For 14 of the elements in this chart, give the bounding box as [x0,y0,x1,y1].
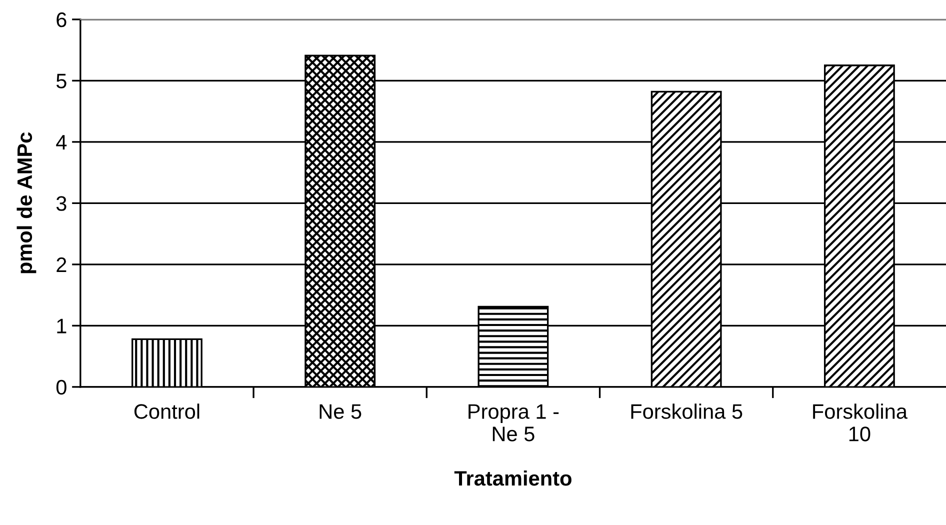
x-tick-label: Forskolina 5 [631,404,742,419]
y-tick-label: 5 [56,74,66,88]
y-tick-label: 3 [56,196,66,211]
y-tick-label: 6 [56,12,66,28]
x-tick-label: Ne 5 [320,404,362,419]
x-axis-title: Tratamiento [454,470,572,486]
y-axis-title: pmol de AMPc [16,132,36,274]
y-tick-label: 2 [56,257,66,272]
x-tick-label: Propra 1 - Ne 5 [468,404,559,442]
x-tick-label: Control [134,404,200,419]
y-tick-label: 0 [56,380,66,395]
y-tick-label: 4 [56,135,67,150]
y-tick-label: 1 [57,318,66,334]
x-tick-label: Forskolina 10 [813,404,908,442]
